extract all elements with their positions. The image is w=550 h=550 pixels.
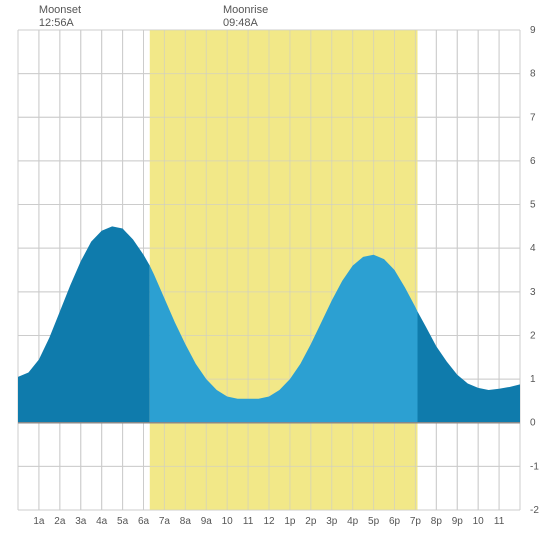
- svg-text:-2: -2: [530, 505, 539, 516]
- svg-text:2: 2: [530, 330, 536, 341]
- svg-text:6: 6: [530, 156, 536, 167]
- svg-text:6p: 6p: [389, 516, 401, 527]
- svg-text:4: 4: [530, 243, 536, 254]
- svg-text:0: 0: [530, 418, 536, 429]
- svg-text:5: 5: [530, 200, 536, 211]
- svg-text:-1: -1: [530, 461, 539, 472]
- svg-text:8p: 8p: [431, 516, 443, 527]
- svg-text:10: 10: [222, 516, 234, 527]
- svg-text:1: 1: [530, 374, 536, 385]
- svg-text:2p: 2p: [305, 516, 317, 527]
- svg-text:5p: 5p: [368, 516, 380, 527]
- svg-text:3a: 3a: [75, 516, 87, 527]
- svg-text:2a: 2a: [54, 516, 66, 527]
- moonrise-annotation: Moonrise 09:48A: [223, 4, 268, 30]
- svg-text:8: 8: [530, 69, 536, 80]
- svg-text:7: 7: [530, 112, 536, 123]
- svg-text:12: 12: [263, 516, 275, 527]
- svg-text:11: 11: [243, 516, 254, 527]
- svg-text:4p: 4p: [347, 516, 359, 527]
- svg-text:11: 11: [494, 516, 505, 527]
- svg-text:8a: 8a: [180, 516, 192, 527]
- svg-text:1p: 1p: [284, 516, 296, 527]
- svg-text:9a: 9a: [201, 516, 213, 527]
- svg-text:4a: 4a: [96, 516, 108, 527]
- svg-text:10: 10: [473, 516, 485, 527]
- svg-text:5a: 5a: [117, 516, 129, 527]
- moonset-time: 12:56A: [39, 17, 81, 30]
- svg-text:1a: 1a: [33, 516, 45, 527]
- moonrise-time: 09:48A: [223, 17, 268, 30]
- moonset-title: Moonset: [39, 4, 81, 17]
- chart-svg: 1a2a3a4a5a6a7a8a9a1011121p2p3p4p5p6p7p8p…: [0, 0, 550, 550]
- svg-text:7a: 7a: [159, 516, 171, 527]
- svg-text:9p: 9p: [452, 516, 464, 527]
- svg-text:7p: 7p: [410, 516, 422, 527]
- tide-chart: 1a2a3a4a5a6a7a8a9a1011121p2p3p4p5p6p7p8p…: [0, 0, 550, 550]
- svg-text:3p: 3p: [326, 516, 338, 527]
- svg-text:3: 3: [530, 287, 536, 298]
- svg-text:9: 9: [530, 25, 536, 36]
- moonset-annotation: Moonset 12:56A: [39, 4, 81, 30]
- moonrise-title: Moonrise: [223, 4, 268, 17]
- svg-text:6a: 6a: [138, 516, 150, 527]
